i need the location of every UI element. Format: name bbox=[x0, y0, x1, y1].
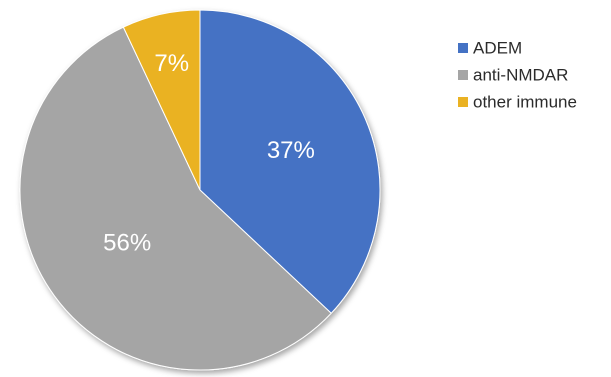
legend: ADEM anti-NMDAR other immune bbox=[458, 39, 577, 112]
pie-slices bbox=[19, 9, 381, 371]
legend-label-adem: ADEM bbox=[473, 39, 522, 58]
legend-swatch-anti-nmdar bbox=[458, 70, 468, 80]
data-label-adem: 37% bbox=[267, 137, 315, 164]
legend-label-anti-nmdar: anti-NMDAR bbox=[473, 66, 568, 85]
pie-slice-other-immune bbox=[122, 9, 201, 191]
legend-label-other-immune: other immune bbox=[473, 93, 577, 112]
pie-data-labels: 37% 56% 7% bbox=[103, 50, 315, 256]
data-label-anti-nmdar: 56% bbox=[103, 229, 151, 256]
legend-swatch-adem bbox=[458, 43, 468, 53]
legend-swatch-other-immune bbox=[458, 97, 468, 107]
pie-slice-anti-nmdar bbox=[19, 26, 332, 371]
pie-slice-adem bbox=[199, 9, 381, 314]
data-label-other-immune: 7% bbox=[154, 50, 189, 77]
